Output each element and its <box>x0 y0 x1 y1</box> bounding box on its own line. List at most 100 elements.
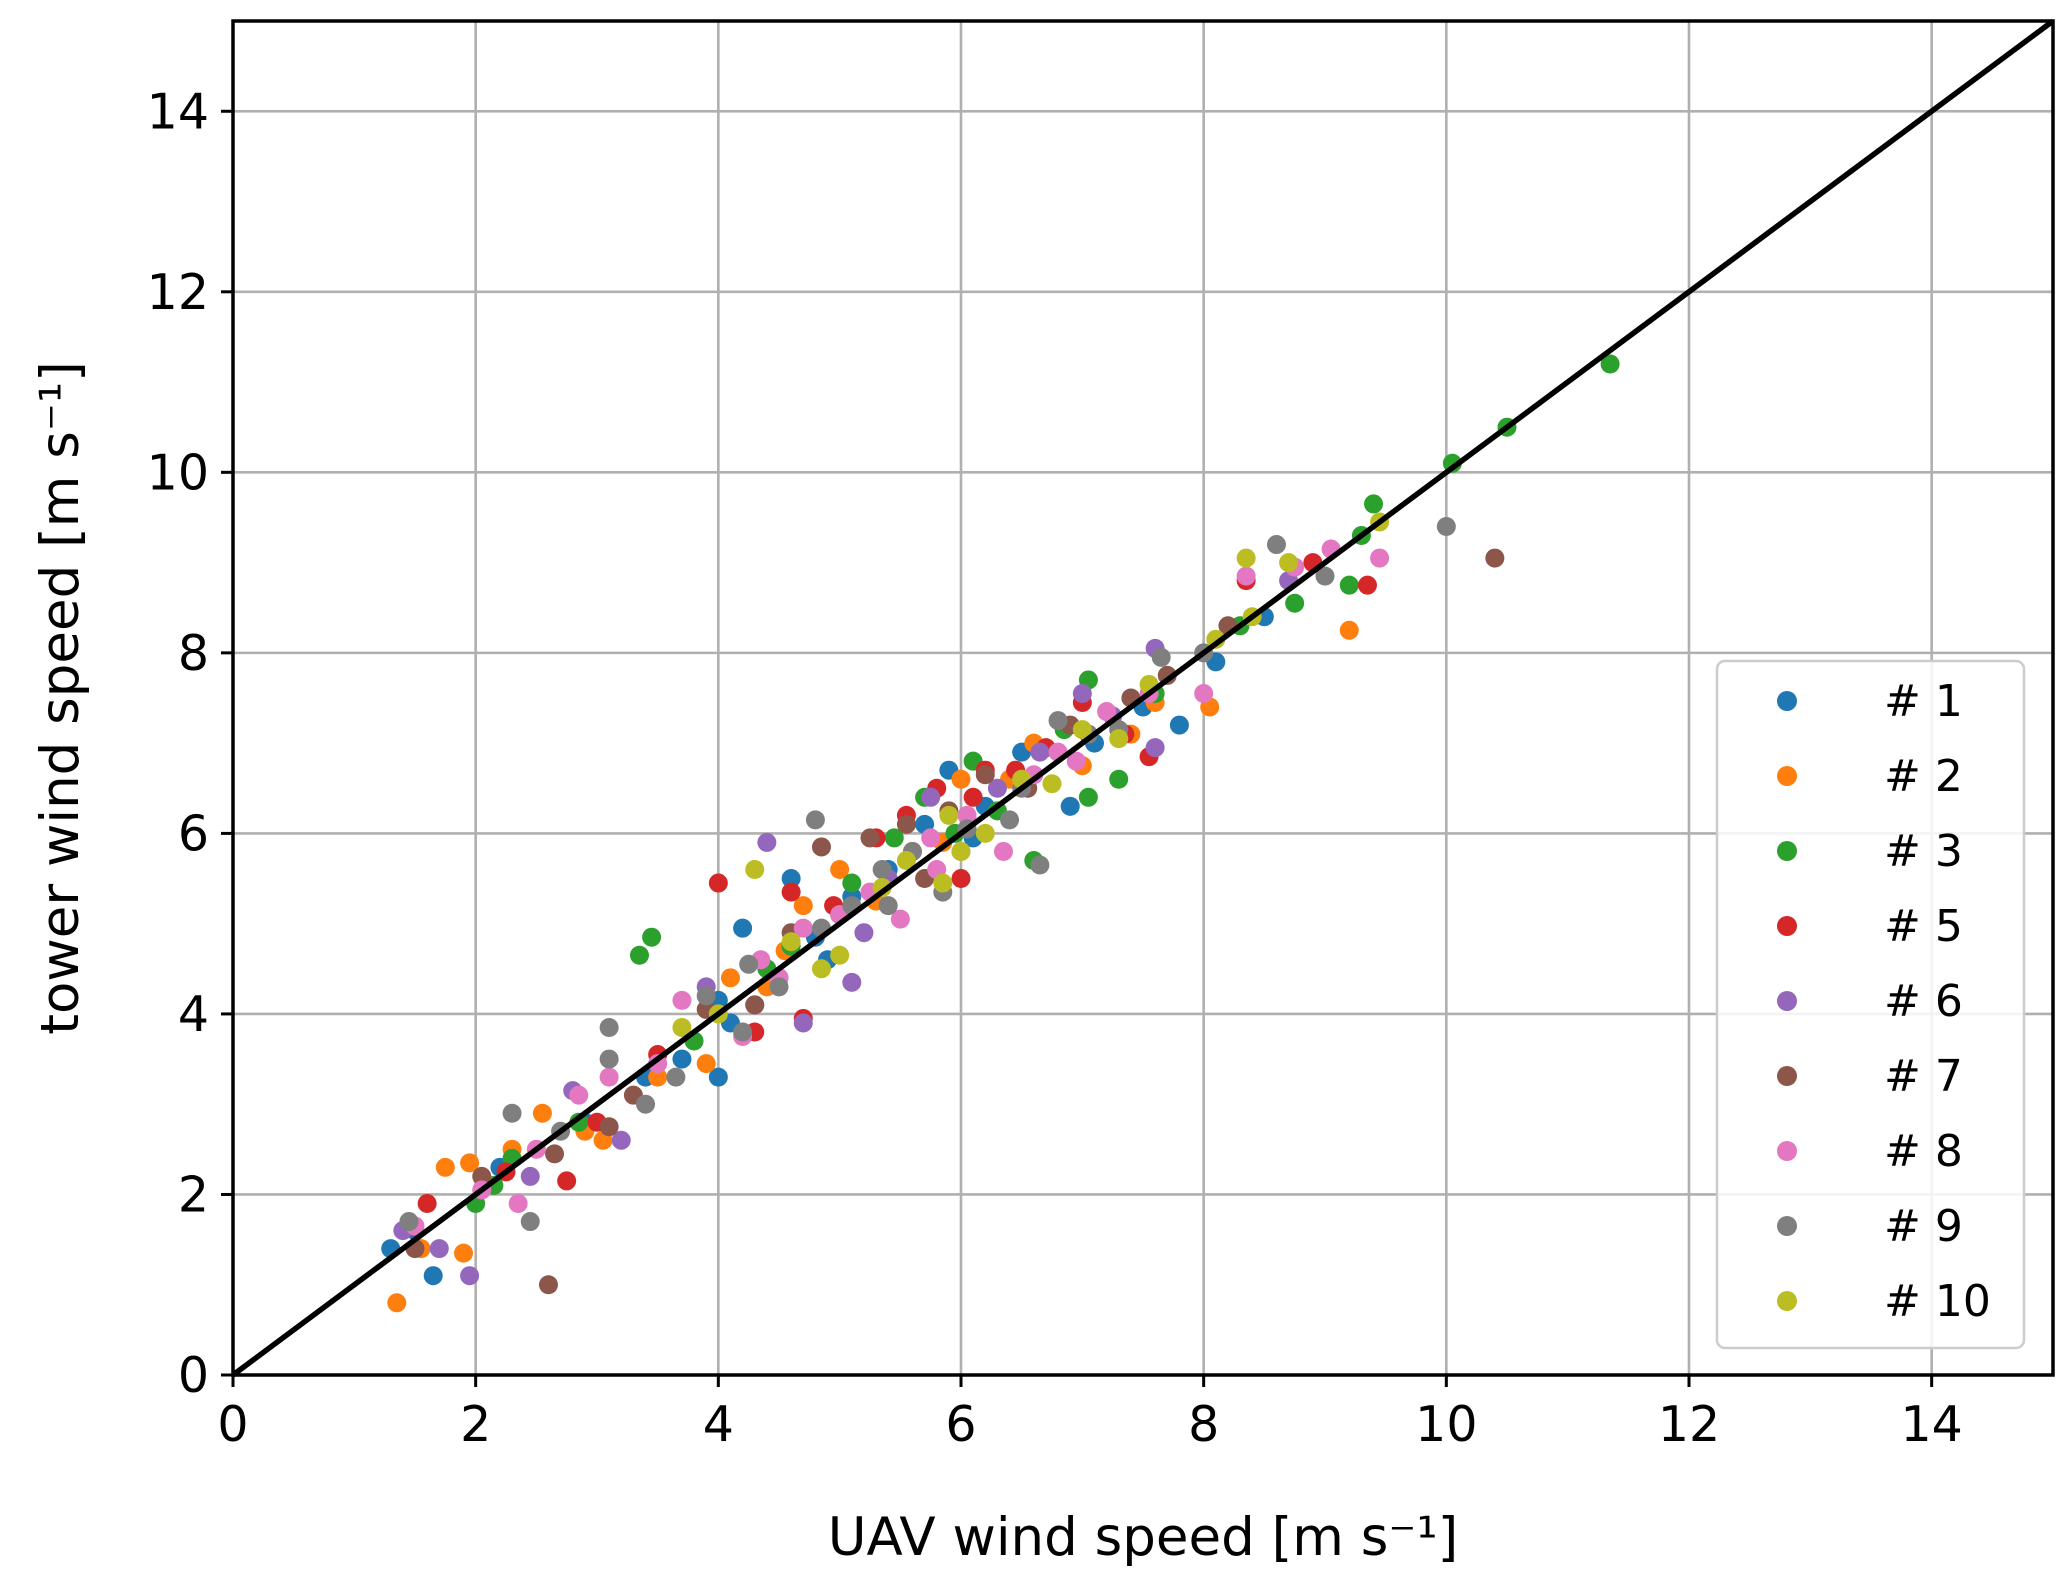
y-axis-ticks: 0 2 4 6 8 10 12 14 <box>147 83 233 1404</box>
data-point <box>1236 566 1256 586</box>
legend-entry-8: # 9 <box>1884 1201 1963 1252</box>
data-point <box>781 869 801 889</box>
data-point <box>951 869 971 889</box>
data-point <box>745 860 765 880</box>
data-point <box>921 787 941 807</box>
data-point <box>733 1022 753 1042</box>
plot-frame <box>231 19 2055 1377</box>
data-point <box>1169 715 1189 735</box>
data-point <box>1279 553 1299 573</box>
data-point <box>1266 535 1286 555</box>
data-point <box>1485 548 1505 568</box>
x-tick-label-12: 12 <box>1658 1396 1720 1453</box>
data-point <box>672 1049 692 1069</box>
data-point <box>1072 683 1092 703</box>
legend: # 1 # 2 # 3 # 5 # 6 # 7 # 8 # 9 # 10 <box>1715 659 2026 1350</box>
data-point <box>696 1054 716 1074</box>
data-point <box>472 1166 492 1186</box>
data-point <box>599 1017 619 1037</box>
x-tick-label-8: 8 <box>1188 1396 1219 1453</box>
legend-marker-4 <box>1777 916 1797 936</box>
data-point <box>636 1094 656 1114</box>
legend-marker-2 <box>1777 766 1797 786</box>
data-point <box>793 1013 813 1033</box>
data-point <box>708 873 728 893</box>
x-axis-label: UAV wind speed [m s⁻¹] <box>828 1507 1459 1568</box>
data-point <box>508 1193 528 1213</box>
data-point <box>666 1067 686 1087</box>
data-point <box>951 769 971 789</box>
legend-marker-6 <box>1777 1066 1797 1086</box>
data-point <box>878 896 898 916</box>
data-point <box>993 841 1013 861</box>
data-point <box>520 1166 540 1186</box>
data-point <box>502 1103 522 1123</box>
data-point <box>1339 575 1359 595</box>
data-point <box>545 1144 565 1164</box>
data-point <box>793 896 813 916</box>
data-point <box>648 1067 668 1087</box>
data-point <box>672 1017 692 1037</box>
data-point <box>1236 548 1256 568</box>
data-point <box>1000 810 1020 830</box>
data-point <box>805 810 825 830</box>
data-point <box>720 968 740 988</box>
data-point <box>933 873 953 893</box>
data-point <box>460 1266 480 1286</box>
data-point <box>532 1103 552 1123</box>
data-point <box>860 828 880 848</box>
data-point <box>1078 787 1098 807</box>
data-point <box>884 828 904 848</box>
data-point <box>435 1157 455 1177</box>
data-point <box>890 909 910 929</box>
data-point <box>1048 711 1068 731</box>
data-point <box>599 1049 619 1069</box>
data-point <box>781 932 801 952</box>
data-point <box>733 918 753 938</box>
data-point <box>399 1212 419 1232</box>
legend-entry-3: # 3 <box>1884 826 1963 877</box>
data-point <box>769 977 789 997</box>
data-point <box>599 1067 619 1087</box>
legend-entry-1: # 1 <box>1884 676 1963 727</box>
data-point <box>569 1085 589 1105</box>
data-point <box>1315 566 1335 586</box>
y-tick-label-12: 12 <box>147 264 209 321</box>
data-point <box>830 860 850 880</box>
data-point <box>1066 751 1086 771</box>
legend-marker-8 <box>1777 1216 1797 1236</box>
x-axis-ticks: 0 2 4 6 8 10 12 14 <box>217 1375 1963 1453</box>
legend-marker-7 <box>1777 1141 1797 1161</box>
data-point <box>1370 548 1390 568</box>
legend-entry-6: # 7 <box>1884 1051 1963 1102</box>
data-point <box>611 1130 631 1150</box>
data-point <box>696 986 716 1006</box>
x-tick-label-6: 6 <box>945 1396 976 1453</box>
legend-marker-5 <box>1777 991 1797 1011</box>
data-point <box>963 787 983 807</box>
data-point <box>1194 683 1214 703</box>
data-point <box>599 1117 619 1137</box>
y-tick-label-0: 0 <box>178 1347 209 1404</box>
y-tick-label-4: 4 <box>178 986 209 1043</box>
data-point <box>520 1212 540 1232</box>
legend-marker-9 <box>1777 1291 1797 1311</box>
data-point <box>811 959 831 979</box>
legend-entry-9: # 10 <box>1884 1276 1991 1327</box>
y-axis-label: tower wind speed [m s⁻¹] <box>30 361 91 1035</box>
data-point <box>842 873 862 893</box>
x-tick-label-10: 10 <box>1415 1396 1477 1453</box>
data-point <box>811 837 831 857</box>
data-point <box>793 918 813 938</box>
data-point <box>417 1193 437 1213</box>
data-point <box>460 1153 480 1173</box>
data-point <box>896 814 916 834</box>
x-tick-label-0: 0 <box>217 1396 248 1453</box>
y-tick-label-2: 2 <box>178 1166 209 1223</box>
legend-marker-1 <box>1777 691 1797 711</box>
data-point <box>708 1067 728 1087</box>
y-tick-label-10: 10 <box>147 444 209 501</box>
data-point <box>1339 620 1359 640</box>
data-point <box>423 1266 443 1286</box>
